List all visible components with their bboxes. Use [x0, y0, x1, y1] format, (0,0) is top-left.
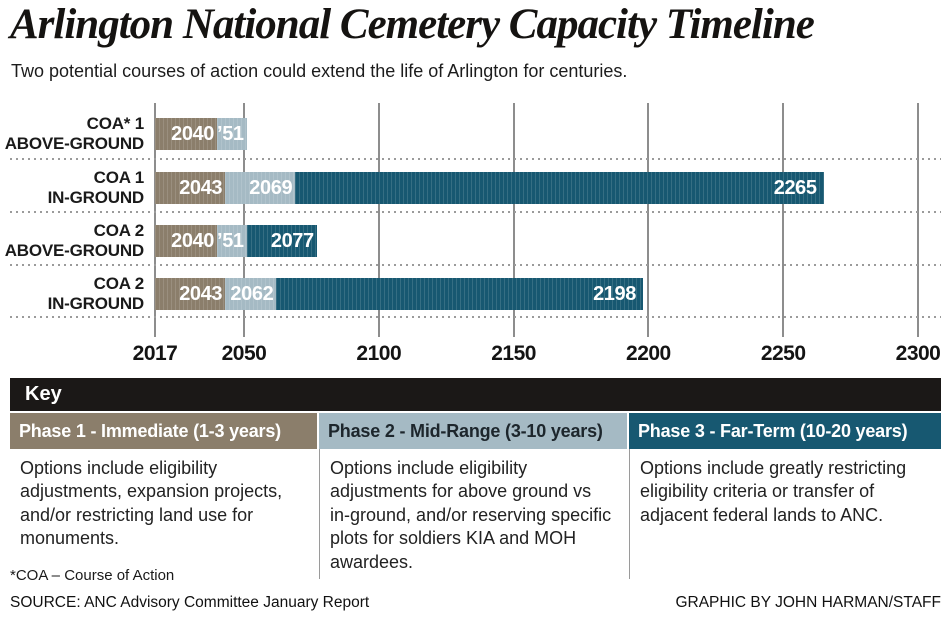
phase3-header: Phase 3 - Far-Term (10-20 years)	[629, 413, 941, 449]
bar-value-label: 2069	[249, 176, 293, 199]
row-label-line2: IN-GROUND	[47, 188, 145, 207]
gridline	[377, 103, 380, 337]
key-body: Options include eligibility adjustments,…	[10, 449, 941, 579]
phase2-description: Options include eligibility adjustments …	[319, 449, 627, 579]
axis-tick-label: 2200	[626, 342, 671, 365]
bar-value-label: 2198	[593, 282, 636, 305]
footnote: *COA – Course of Action	[10, 567, 175, 584]
bar-segment-phase1: 2040	[155, 225, 217, 257]
gridline	[512, 103, 515, 337]
phase1-header: Phase 1 - Immediate (1-3 years)	[10, 413, 317, 449]
bar-value-label: 2265	[773, 176, 817, 199]
bar-value-label: 2040	[171, 229, 214, 252]
bar-value-label: ’51	[217, 229, 244, 252]
axis-tick-label: 2250	[760, 342, 806, 365]
phase1-description: Options include eligibility adjustments,…	[20, 458, 283, 549]
bar-segment-phase3: 2077	[246, 225, 317, 257]
bar-value-label: 2043	[179, 176, 223, 199]
axis-tick-label: 2100	[356, 342, 402, 365]
bar-segment-phase2: 2062	[225, 278, 277, 310]
axis-tick-label: 2300	[895, 342, 941, 365]
phase3-description: Options include greatly restricting elig…	[629, 449, 941, 579]
credit-line: GRAPHIC BY JOHN HARMAN/STAFF	[675, 594, 941, 611]
gridline	[242, 103, 245, 337]
bar-segment-phase2: ’51	[217, 225, 247, 257]
axis-tick-label: 2050	[221, 342, 267, 365]
bar-row-label: COA 2 ABOVE-GROUND	[0, 221, 144, 261]
key-header-band: Key	[10, 378, 941, 411]
row-separator-dashed-line	[10, 158, 941, 160]
bar-segment-phase2: ’51	[217, 118, 247, 150]
bar-segment-phase1: 2040	[155, 118, 217, 150]
gridline	[154, 103, 156, 337]
bar-segment-phase2: 2069	[225, 172, 296, 204]
row-label-line2: IN-GROUND	[47, 294, 145, 313]
bar-value-label: 2040	[171, 122, 214, 145]
phase2-header: Phase 2 - Mid-Range (3-10 years)	[319, 413, 627, 449]
bar-value-label: ’51	[217, 122, 244, 145]
source-line: SOURCE: ANC Advisory Committee January R…	[10, 594, 370, 611]
key-phase-headers: Phase 1 - Immediate (1-3 years) Phase 2 …	[10, 413, 941, 449]
gridline	[782, 103, 785, 337]
key-title: Key	[25, 383, 62, 405]
row-label-line1: COA* 1	[86, 114, 145, 133]
row-label-line1: COA 2	[93, 221, 145, 240]
bar-segment-phase1: 2043	[155, 278, 226, 310]
bar-value-label: 2062	[230, 282, 274, 305]
row-separator-dashed-line	[10, 264, 941, 266]
row-label-line1: COA 1	[93, 168, 145, 187]
bar-segment-phase3: 2265	[295, 172, 824, 204]
page-subtitle: Two potential courses of action could ex…	[11, 61, 628, 81]
row-label-line2: ABOVE-GROUND	[4, 134, 144, 153]
bar-row-label: COA 1 IN-GROUND	[0, 168, 145, 208]
row-label-line2: ABOVE-GROUND	[4, 241, 144, 260]
bar-row-label: COA* 1 ABOVE-GROUND	[0, 114, 144, 154]
row-separator-dashed-line	[10, 211, 941, 213]
bar-value-label: 2077	[270, 229, 314, 252]
bar-segment-phase3: 2198	[276, 278, 643, 310]
row-label-line1: COA 2	[93, 274, 145, 293]
gridline	[917, 103, 919, 337]
axis-tick-label: 2017	[132, 342, 178, 365]
axis-tick-label: 2150	[491, 342, 536, 365]
page-title: Arlington National Cemetery Capacity Tim…	[10, 1, 815, 48]
row-separator-dashed-line	[10, 316, 941, 318]
plot-area: 2017 2050 2100 2150 2200 2250 2300 2040’51 2043 2…	[133, 103, 941, 365]
bar-row-label: COA 2 IN-GROUND	[0, 274, 145, 314]
gridline	[647, 103, 650, 337]
bar-segment-phase1: 2043	[155, 172, 226, 204]
bar-value-label: 2043	[179, 282, 223, 305]
